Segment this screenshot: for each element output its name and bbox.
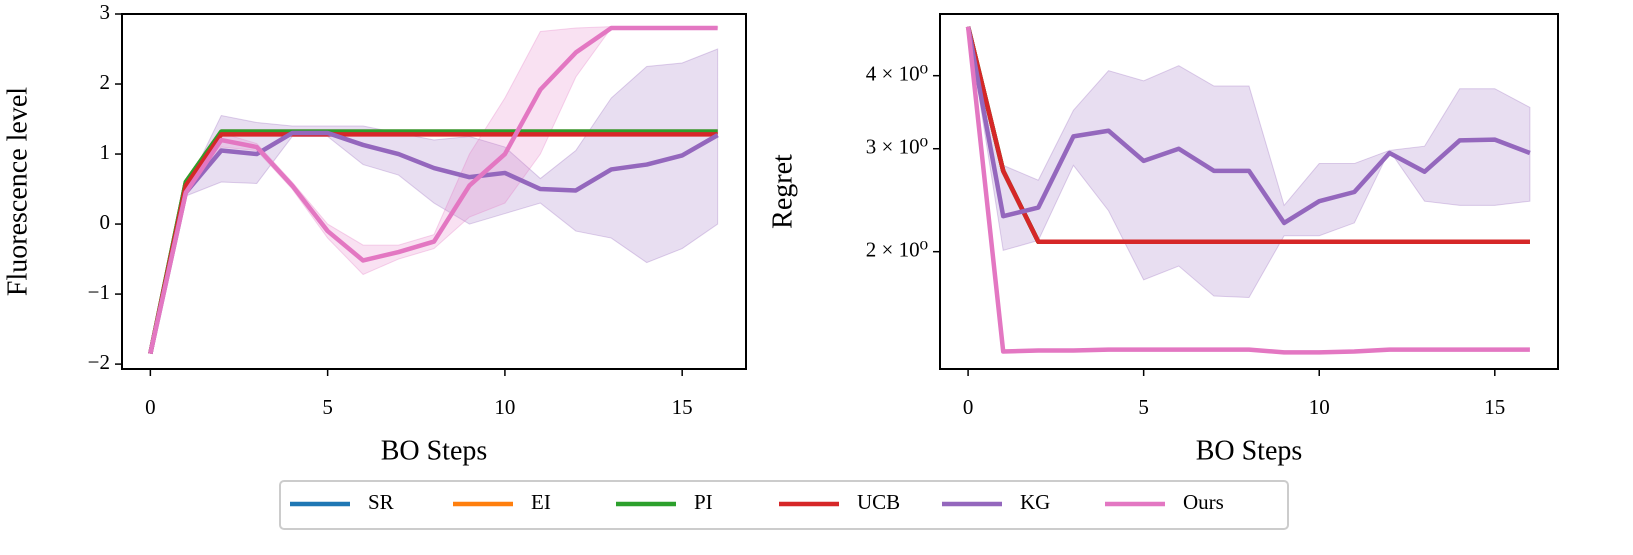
y-axis-label: Regret <box>767 154 798 229</box>
confidence-band <box>967 26 1531 298</box>
series-line <box>148 25 718 355</box>
x-axis-label: BO Steps <box>1196 435 1303 466</box>
x-tick-label: 15 <box>1484 395 1505 419</box>
series-line <box>148 130 719 355</box>
series-line <box>148 129 718 355</box>
y-tick-label: 2 <box>100 70 111 94</box>
legend-label: UCB <box>857 490 900 514</box>
y-tick-label: 4 × 10⁰ <box>866 61 928 85</box>
y-tick-label: 3 × 10⁰ <box>866 135 928 159</box>
legend-label: SR <box>368 490 394 514</box>
x-tick-label: 10 <box>1309 395 1330 419</box>
y-tick-label: −1 <box>88 280 110 304</box>
legend-label: Ours <box>1183 490 1224 514</box>
series-line <box>965 26 1530 355</box>
x-axis-label: BO Steps <box>381 435 488 466</box>
x-tick-label: 15 <box>672 395 693 419</box>
y-axis-label: Fluorescence level <box>2 87 33 296</box>
plot-frame <box>939 13 1559 370</box>
x-tick-label: 0 <box>963 395 974 419</box>
y-tick-label: 3 <box>100 0 111 24</box>
series-line <box>148 132 718 355</box>
series-line <box>965 26 1531 226</box>
series-line <box>965 26 1530 244</box>
legend-label: PI <box>694 490 713 514</box>
y-tick-label: 1 <box>100 140 111 164</box>
plot-frame <box>121 13 747 370</box>
x-tick-label: 5 <box>322 395 333 419</box>
legend-label: KG <box>1020 490 1050 514</box>
x-tick-label: 10 <box>494 395 515 419</box>
y-tick-label: −2 <box>88 350 110 374</box>
y-tick-label: 2 × 10⁰ <box>866 237 928 261</box>
y-tick-label: 0 <box>100 210 111 234</box>
x-tick-label: 0 <box>145 395 156 419</box>
x-tick-label: 5 <box>1138 395 1149 419</box>
legend-label: EI <box>531 490 551 514</box>
confidence-band <box>149 48 719 354</box>
